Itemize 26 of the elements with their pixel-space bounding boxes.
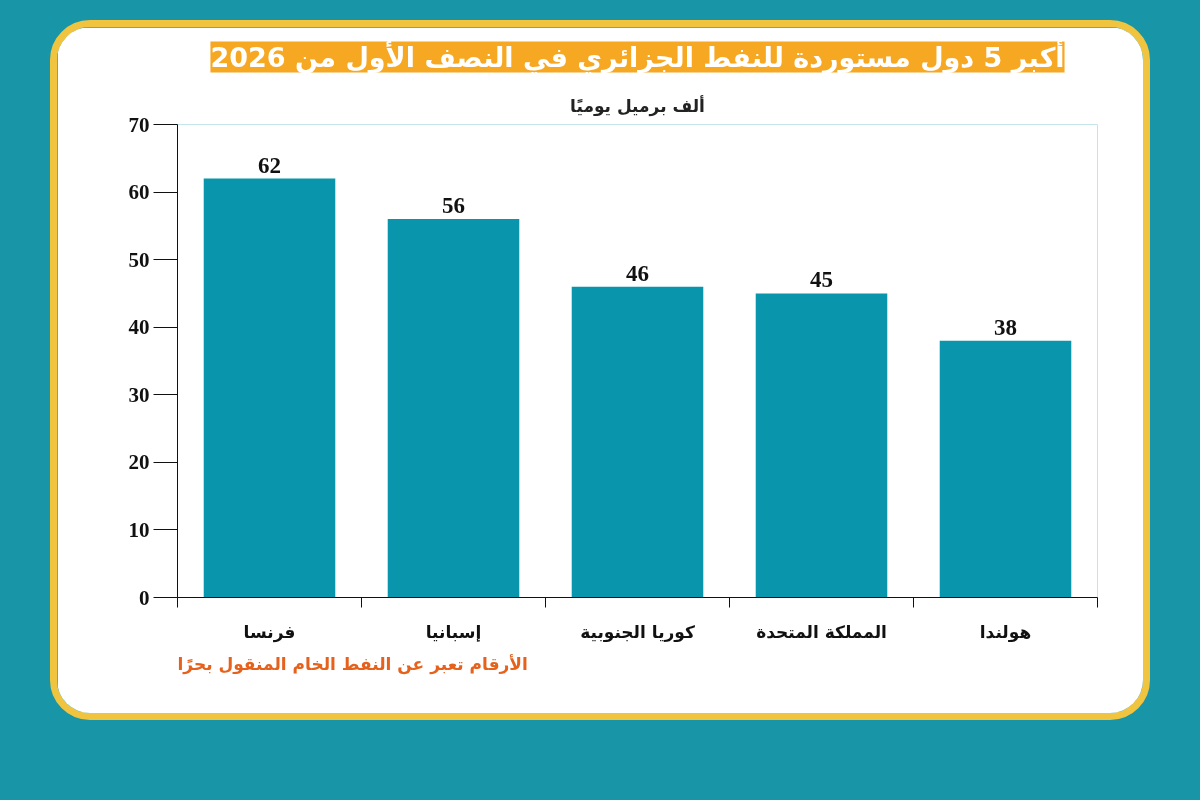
y-tick-label: 40 [128,315,150,340]
bar [939,340,1072,598]
x-tick-label: المملكة المتحدة [756,621,887,642]
y-tick-label: 70 [128,112,150,137]
y-tick-label: 20 [128,450,150,475]
text: الأرقام تعبر عن النفط الخام المنقول بحرًا [177,653,528,675]
y-axis-title: ألف برميل يوميًا [570,94,705,117]
y-tick-label: 30 [128,382,150,407]
data-label: 56 [442,193,465,219]
x-tick-label: فرنسا [243,621,296,643]
data-label: 45 [810,267,833,293]
chart-title: أكبر 5 دول مستوردة للنفط الجزائري في النصف الأول من 2026 [210,39,1065,74]
bar [571,286,704,598]
y-tick-label: 60 [128,180,150,205]
y-tick-label: 0 [139,585,150,610]
x-tick-label: إسبانيا [425,621,482,642]
bar [203,178,336,598]
x-tick-label: هولندا [979,621,1032,643]
y-tick-label: 10 [128,517,150,542]
bar [387,219,520,598]
data-label: 46 [626,260,649,286]
data-label: 62 [258,152,281,178]
x-tick-label: كوريا الجنوبية [580,621,695,643]
bar [755,293,888,598]
y-tick-label: 50 [128,247,150,272]
data-label: 38 [994,314,1017,340]
